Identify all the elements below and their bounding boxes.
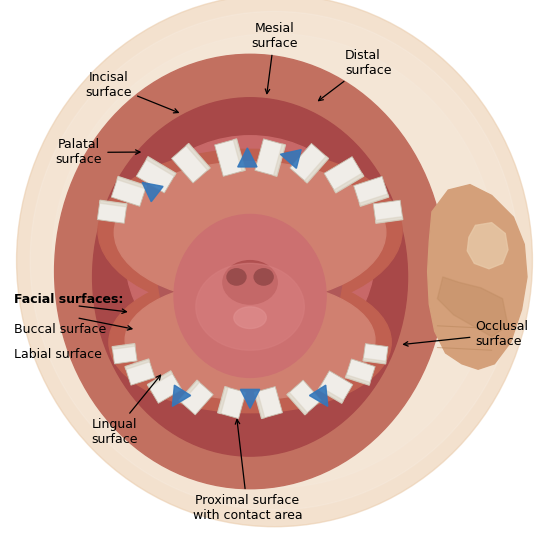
Polygon shape — [360, 194, 389, 206]
Polygon shape — [281, 150, 301, 168]
Ellipse shape — [11, 0, 538, 529]
Text: Labial surface: Labial surface — [14, 348, 102, 361]
Polygon shape — [136, 156, 176, 193]
Polygon shape — [147, 371, 182, 403]
Ellipse shape — [54, 54, 446, 489]
Polygon shape — [376, 217, 403, 223]
Ellipse shape — [196, 263, 304, 350]
Polygon shape — [334, 173, 364, 193]
Text: Buccal surface: Buccal surface — [14, 323, 106, 336]
Ellipse shape — [227, 269, 246, 285]
Polygon shape — [233, 139, 245, 171]
Text: Lingual
surface: Lingual surface — [91, 375, 160, 446]
Polygon shape — [467, 223, 508, 269]
Polygon shape — [142, 182, 163, 201]
Polygon shape — [363, 344, 388, 364]
Polygon shape — [354, 176, 389, 206]
Polygon shape — [217, 387, 228, 414]
Text: Distal
surface: Distal surface — [318, 49, 391, 100]
Polygon shape — [254, 387, 283, 419]
Polygon shape — [318, 387, 344, 403]
Polygon shape — [112, 344, 135, 349]
Ellipse shape — [234, 307, 266, 329]
Ellipse shape — [16, 0, 533, 527]
Polygon shape — [111, 176, 147, 206]
Polygon shape — [112, 344, 137, 364]
Ellipse shape — [114, 162, 386, 303]
Ellipse shape — [93, 98, 407, 456]
Polygon shape — [287, 393, 307, 415]
Text: Facial surfaces:: Facial surfaces: — [14, 293, 123, 306]
Polygon shape — [345, 359, 375, 385]
Ellipse shape — [125, 280, 375, 400]
Ellipse shape — [30, 11, 519, 510]
Ellipse shape — [52, 34, 497, 488]
Polygon shape — [172, 385, 191, 406]
Polygon shape — [438, 277, 508, 337]
Polygon shape — [255, 139, 285, 176]
Polygon shape — [179, 380, 213, 415]
Polygon shape — [290, 143, 329, 183]
Text: Proximal surface
with contact area: Proximal surface with contact area — [193, 420, 302, 522]
Ellipse shape — [174, 214, 326, 377]
Polygon shape — [287, 380, 321, 415]
Polygon shape — [125, 359, 155, 385]
Polygon shape — [97, 200, 127, 223]
Ellipse shape — [254, 269, 273, 285]
Polygon shape — [117, 176, 147, 189]
Polygon shape — [428, 185, 527, 369]
Ellipse shape — [125, 136, 375, 375]
Polygon shape — [240, 389, 260, 408]
Polygon shape — [345, 375, 370, 385]
Polygon shape — [318, 371, 353, 403]
Text: Incisal
surface: Incisal surface — [86, 71, 178, 113]
Ellipse shape — [98, 149, 402, 312]
Polygon shape — [363, 358, 386, 364]
Ellipse shape — [158, 168, 343, 375]
Text: Occlusal
surface: Occlusal surface — [404, 320, 528, 348]
Polygon shape — [125, 359, 150, 369]
Ellipse shape — [223, 261, 277, 304]
Polygon shape — [324, 156, 364, 193]
Polygon shape — [215, 139, 245, 176]
Text: Mesial
surface: Mesial surface — [251, 22, 298, 93]
Polygon shape — [238, 148, 257, 167]
Polygon shape — [179, 380, 199, 402]
Polygon shape — [310, 385, 328, 406]
Polygon shape — [171, 143, 210, 183]
Polygon shape — [273, 144, 285, 176]
Polygon shape — [254, 392, 265, 419]
Polygon shape — [305, 156, 329, 183]
Text: Palatal
surface: Palatal surface — [56, 138, 140, 167]
Polygon shape — [373, 200, 403, 223]
Polygon shape — [186, 143, 210, 170]
Polygon shape — [147, 371, 172, 387]
Ellipse shape — [109, 272, 391, 413]
Polygon shape — [217, 387, 246, 419]
Polygon shape — [99, 200, 127, 207]
Polygon shape — [146, 156, 176, 176]
